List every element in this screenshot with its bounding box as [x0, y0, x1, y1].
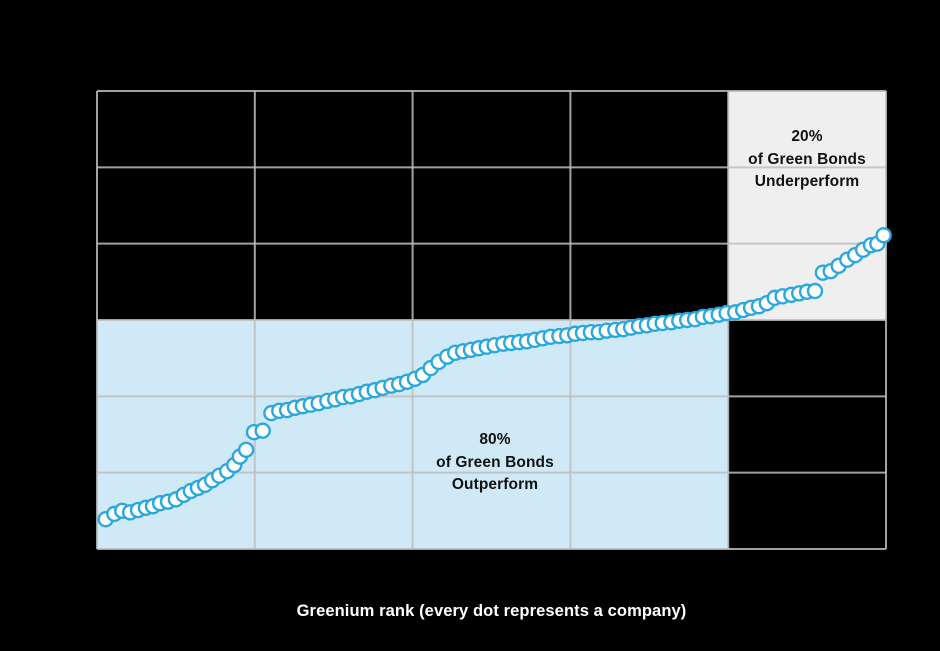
underperform-region — [728, 91, 886, 320]
company-dot — [875, 227, 892, 244]
outperform-annotation-line: Outperform — [451, 476, 539, 493]
underperform-annotation-line: 20% — [791, 128, 823, 145]
company-dot — [254, 422, 271, 439]
outperform-annotation-line: 80% — [479, 431, 511, 448]
underperform-annotation-line: Underperform — [754, 173, 860, 190]
underperform-annotation-line: of Green Bonds — [748, 150, 866, 168]
chart-canvas — [96, 90, 892, 550]
company-dot — [806, 282, 824, 300]
outperform-annotation-line: of Green Bonds — [436, 453, 554, 471]
company-dot — [237, 441, 255, 458]
plot-area: 80% of Green Bonds Outperform 20% of Gre… — [96, 90, 892, 550]
underperform-annotation: 20% of Green Bonds Underperform — [728, 126, 886, 194]
x-axis-label: Greenium rank (every dot represents a co… — [296, 602, 687, 620]
outperform-annotation: 80% of Green Bonds Outperform — [395, 429, 595, 497]
